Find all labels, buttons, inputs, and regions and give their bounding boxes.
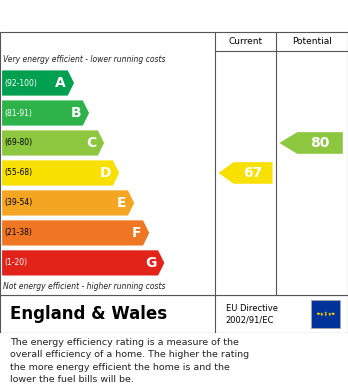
Polygon shape [2, 160, 119, 186]
Text: The energy efficiency rating is a measure of the
overall efficiency of a home. T: The energy efficiency rating is a measur… [10, 338, 250, 384]
Bar [311, 300, 340, 328]
Text: Potential: Potential [292, 37, 332, 46]
Text: (39-54): (39-54) [4, 199, 32, 208]
Text: ★: ★ [330, 312, 334, 316]
Text: ★: ★ [317, 312, 321, 316]
Text: C: C [86, 136, 96, 150]
Polygon shape [2, 70, 74, 96]
Polygon shape [2, 190, 134, 215]
Polygon shape [2, 221, 149, 246]
Text: 67: 67 [244, 166, 263, 180]
Text: E: E [117, 196, 126, 210]
Text: ★: ★ [320, 312, 323, 316]
Text: ★: ★ [327, 312, 331, 316]
Text: ★: ★ [331, 312, 335, 316]
Text: ★: ★ [327, 312, 331, 316]
Text: EU Directive
2002/91/EC: EU Directive 2002/91/EC [226, 303, 277, 325]
Text: (21-38): (21-38) [4, 228, 32, 237]
Text: ★: ★ [324, 312, 327, 317]
Text: Not energy efficient - higher running costs: Not energy efficient - higher running co… [3, 282, 165, 291]
Text: ★: ★ [317, 312, 321, 316]
Text: (92-100): (92-100) [4, 79, 37, 88]
Polygon shape [2, 130, 104, 156]
Polygon shape [219, 162, 272, 184]
Text: D: D [100, 166, 111, 180]
Text: Current: Current [228, 37, 263, 46]
Text: Very energy efficient - lower running costs: Very energy efficient - lower running co… [3, 55, 165, 64]
Text: B: B [70, 106, 81, 120]
Text: ★: ★ [330, 312, 334, 316]
Polygon shape [2, 100, 89, 126]
Text: (81-91): (81-91) [4, 109, 32, 118]
Text: ★: ★ [324, 311, 327, 316]
Text: ★: ★ [316, 312, 319, 316]
Text: (1-20): (1-20) [4, 258, 27, 267]
Text: Energy Efficiency Rating: Energy Efficiency Rating [10, 9, 220, 23]
Text: G: G [145, 256, 156, 270]
Text: ★: ★ [320, 312, 323, 316]
Polygon shape [2, 250, 164, 276]
Text: 80: 80 [310, 136, 330, 150]
Text: England & Wales: England & Wales [10, 305, 168, 323]
Text: A: A [55, 76, 66, 90]
Polygon shape [279, 132, 343, 154]
Text: F: F [132, 226, 141, 240]
Text: (55-68): (55-68) [4, 169, 32, 178]
Text: (69-80): (69-80) [4, 138, 32, 147]
